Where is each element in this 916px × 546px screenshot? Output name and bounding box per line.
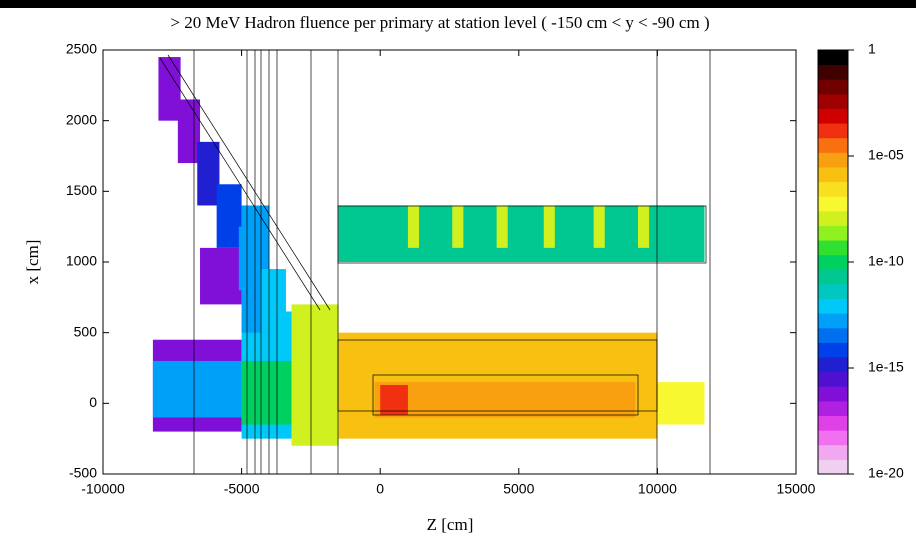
colorbar-band bbox=[818, 283, 848, 300]
fluence-cell bbox=[374, 382, 636, 418]
colorbar-band bbox=[818, 459, 848, 475]
fluence-cell bbox=[261, 269, 286, 333]
fluence-cell bbox=[200, 247, 242, 305]
colorbar-band bbox=[818, 196, 848, 212]
fluence-cell bbox=[177, 99, 201, 164]
colorbar-band bbox=[818, 269, 848, 285]
x-tick-label: -5000 bbox=[224, 481, 260, 497]
colorbar-band bbox=[818, 357, 848, 373]
colorbar-band bbox=[818, 123, 848, 139]
fluence-cell bbox=[152, 360, 242, 418]
chart-title: > 20 MeV Hadron fluence per primary at s… bbox=[170, 13, 709, 32]
colorbar bbox=[818, 50, 848, 475]
colorbar-band bbox=[818, 240, 848, 256]
colorbar-tick-label: 1 bbox=[868, 41, 876, 57]
x-tick-label: 15000 bbox=[777, 481, 816, 497]
fluence-cell bbox=[197, 141, 220, 206]
colorbar-band bbox=[818, 64, 848, 80]
colorbar-tick-label: 1e-05 bbox=[868, 147, 904, 163]
colorbar-tick-label: 1e-10 bbox=[868, 253, 904, 269]
x-tick-label: 0 bbox=[376, 481, 384, 497]
y-tick-label: 2000 bbox=[66, 111, 97, 127]
x-tick-label: 5000 bbox=[503, 481, 534, 497]
colorbar-tick-label: 1e-20 bbox=[868, 465, 904, 481]
x-tick-label: 10000 bbox=[638, 481, 677, 497]
y-tick-label: 1500 bbox=[66, 182, 97, 198]
x-axis-label: Z [cm] bbox=[427, 515, 474, 534]
y-axis-label: x [cm] bbox=[23, 240, 42, 285]
colorbar-band bbox=[818, 342, 848, 358]
fluence-cell bbox=[338, 205, 705, 262]
fluence-cell bbox=[380, 384, 408, 415]
fluence-cell bbox=[637, 205, 650, 248]
colorbar-band bbox=[818, 108, 848, 124]
fluence-cell bbox=[543, 205, 555, 248]
colorbar-band bbox=[818, 50, 848, 66]
fluence-cell bbox=[407, 205, 420, 248]
colorbar-band bbox=[818, 298, 848, 314]
fluence-cell bbox=[593, 205, 605, 248]
colorbar-band bbox=[818, 400, 848, 417]
colorbar-band bbox=[818, 313, 848, 329]
fluence-cell bbox=[158, 57, 181, 121]
colorbar-band bbox=[818, 430, 848, 446]
y-tick-label: 500 bbox=[74, 323, 98, 339]
colorbar-band bbox=[818, 152, 848, 168]
fluence-cell bbox=[238, 226, 264, 291]
fluence-cell bbox=[657, 382, 705, 425]
y-tick-label: 2500 bbox=[66, 41, 97, 57]
y-tick-label: -500 bbox=[69, 465, 97, 481]
colorbar-band bbox=[818, 137, 848, 153]
colorbar-band bbox=[818, 327, 848, 343]
colorbar-band bbox=[818, 386, 848, 402]
fluence-cell bbox=[216, 184, 242, 248]
colorbar-band bbox=[818, 166, 848, 183]
fluence-cell bbox=[291, 304, 339, 446]
x-tick-label: -10000 bbox=[81, 481, 125, 497]
y-tick-label: 1000 bbox=[66, 253, 97, 269]
colorbar-band bbox=[818, 93, 848, 109]
colorbar-band bbox=[818, 181, 848, 197]
colorbar-band bbox=[818, 415, 848, 431]
top-bar bbox=[0, 0, 916, 8]
colorbar-band bbox=[818, 210, 848, 226]
colorbar-tick-label: 1e-15 bbox=[868, 359, 904, 375]
colorbar-band bbox=[818, 79, 848, 95]
colorbar-band bbox=[818, 254, 848, 270]
geometry bbox=[159, 50, 711, 474]
heatmap bbox=[152, 57, 705, 446]
y-tick-label: 0 bbox=[89, 394, 97, 410]
colorbar-band bbox=[818, 371, 848, 387]
colorbar-band bbox=[818, 444, 848, 460]
fluence-cell bbox=[496, 205, 508, 248]
colorbar-band bbox=[818, 225, 848, 241]
fluence-cell bbox=[452, 205, 464, 248]
